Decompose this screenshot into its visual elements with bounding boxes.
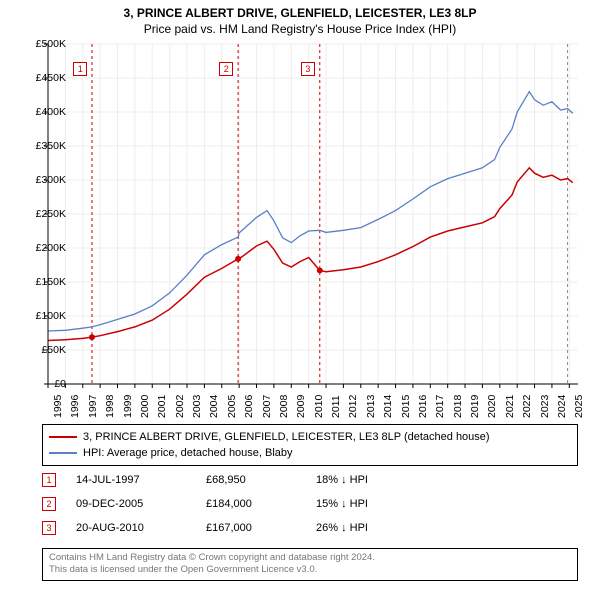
y-tick-label: £200K — [20, 242, 66, 254]
sale-marker-3: 3 — [301, 62, 315, 76]
x-tick-label: 2000 — [139, 395, 151, 418]
y-tick-label: £400K — [20, 106, 66, 118]
x-tick-label: 1999 — [122, 395, 134, 418]
x-tick-label: 2002 — [174, 395, 186, 418]
transaction-hpi: 18% ↓ HPI — [316, 474, 416, 486]
y-tick-label: £0 — [20, 378, 66, 390]
x-tick-label: 2020 — [486, 395, 498, 418]
x-tick-label: 2023 — [539, 395, 551, 418]
x-tick-label: 2019 — [469, 395, 481, 418]
sale-marker-1: 1 — [73, 62, 87, 76]
chart-title-sub: Price paid vs. HM Land Registry's House … — [0, 20, 600, 40]
y-tick-label: £350K — [20, 140, 66, 152]
attribution-line2: This data is licensed under the Open Gov… — [49, 564, 571, 576]
chart-title-main: 3, PRINCE ALBERT DRIVE, GLENFIELD, LEICE… — [0, 0, 600, 20]
x-tick-label: 2022 — [521, 395, 533, 418]
transaction-hpi: 26% ↓ HPI — [316, 522, 416, 534]
x-tick-label: 2004 — [208, 395, 220, 418]
attribution: Contains HM Land Registry data © Crown c… — [42, 548, 578, 581]
transaction-row: 3 20-AUG-2010 £167,000 26% ↓ HPI — [42, 516, 578, 540]
transactions-table: 1 14-JUL-1997 £68,950 18% ↓ HPI 2 09-DEC-2005… — [42, 468, 578, 540]
y-tick-label: £450K — [20, 72, 66, 84]
transaction-date: 20-AUG-2010 — [76, 522, 186, 534]
transaction-date: 09-DEC-2005 — [76, 498, 186, 510]
transaction-marker: 3 — [42, 521, 56, 535]
transaction-row: 1 14-JUL-1997 £68,950 18% ↓ HPI — [42, 468, 578, 492]
y-tick-label: £100K — [20, 310, 66, 322]
x-tick-label: 2011 — [330, 395, 342, 418]
x-tick-label: 2007 — [261, 395, 273, 418]
plot-area — [48, 44, 578, 384]
y-tick-label: £300K — [20, 174, 66, 186]
x-tick-label: 2013 — [365, 395, 377, 418]
x-tick-label: 2006 — [243, 395, 255, 418]
legend-swatch — [49, 436, 77, 438]
x-tick-label: 2017 — [434, 395, 446, 418]
x-tick-label: 2008 — [278, 395, 290, 418]
legend-label: HPI: Average price, detached house, Blab… — [83, 445, 293, 461]
plot-svg — [48, 44, 578, 384]
transaction-hpi: 15% ↓ HPI — [316, 498, 416, 510]
transaction-price: £167,000 — [206, 522, 296, 534]
x-tick-label: 2025 — [573, 395, 585, 418]
x-tick-label: 2015 — [400, 395, 412, 418]
chart-container: 3, PRINCE ALBERT DRIVE, GLENFIELD, LEICE… — [0, 0, 600, 590]
y-tick-label: £250K — [20, 208, 66, 220]
x-tick-label: 2003 — [191, 395, 203, 418]
x-tick-label: 2005 — [226, 395, 238, 418]
transaction-price: £68,950 — [206, 474, 296, 486]
x-tick-label: 2012 — [347, 395, 359, 418]
x-tick-label: 2021 — [504, 395, 516, 418]
transaction-row: 2 09-DEC-2005 £184,000 15% ↓ HPI — [42, 492, 578, 516]
attribution-line1: Contains HM Land Registry data © Crown c… — [49, 552, 571, 564]
transaction-marker: 2 — [42, 497, 56, 511]
x-tick-label: 1996 — [69, 395, 81, 418]
x-tick-label: 1995 — [52, 395, 64, 418]
transaction-price: £184,000 — [206, 498, 296, 510]
x-tick-label: 2024 — [556, 395, 568, 418]
y-tick-label: £150K — [20, 276, 66, 288]
legend-row: 3, PRINCE ALBERT DRIVE, GLENFIELD, LEICE… — [49, 429, 571, 445]
legend: 3, PRINCE ALBERT DRIVE, GLENFIELD, LEICE… — [42, 424, 578, 466]
y-tick-label: £500K — [20, 38, 66, 50]
transaction-date: 14-JUL-1997 — [76, 474, 186, 486]
legend-row: HPI: Average price, detached house, Blab… — [49, 445, 571, 461]
x-tick-label: 1997 — [87, 395, 99, 418]
legend-label: 3, PRINCE ALBERT DRIVE, GLENFIELD, LEICE… — [83, 429, 490, 445]
x-tick-label: 1998 — [104, 395, 116, 418]
legend-swatch — [49, 452, 77, 454]
x-tick-label: 2009 — [295, 395, 307, 418]
y-tick-label: £50K — [20, 344, 66, 356]
transaction-marker: 1 — [42, 473, 56, 487]
sale-marker-2: 2 — [219, 62, 233, 76]
x-tick-label: 2016 — [417, 395, 429, 418]
x-tick-label: 2001 — [156, 395, 168, 418]
x-tick-label: 2010 — [313, 395, 325, 418]
x-tick-label: 2014 — [382, 395, 394, 418]
x-tick-label: 2018 — [452, 395, 464, 418]
